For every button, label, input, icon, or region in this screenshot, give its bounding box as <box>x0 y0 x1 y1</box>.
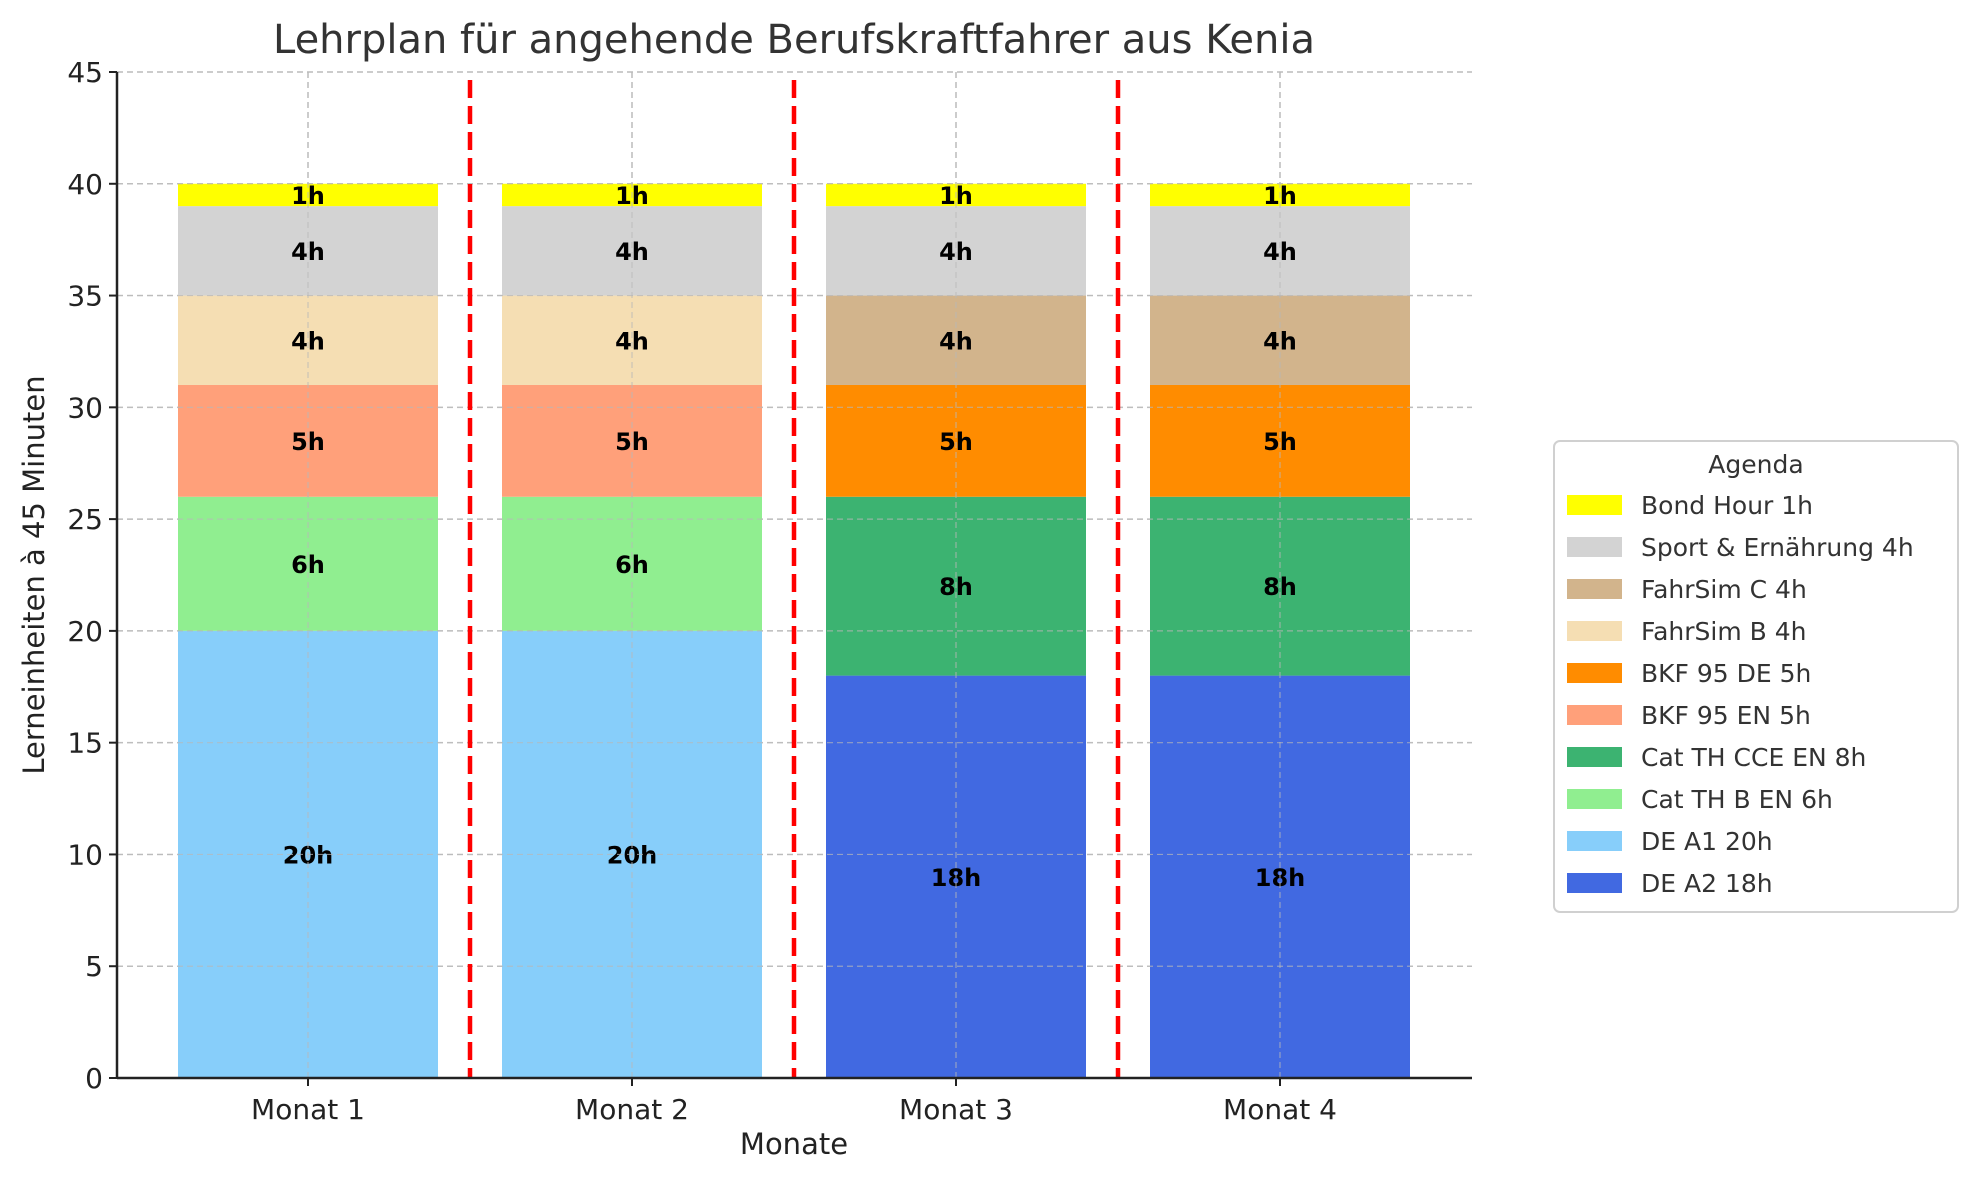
y-tick-label: 15 <box>67 727 103 760</box>
bar-segment-fahrsim-c-4h <box>1150 295 1410 385</box>
bar-segment-fahrsim-b-4h <box>178 295 438 385</box>
legend: Agenda Bond Hour 1h Sport & Ernährung 4h F… <box>1553 440 1959 913</box>
y-tick-label: 40 <box>67 168 103 201</box>
legend-swatch <box>1567 579 1622 599</box>
legend-swatch <box>1567 495 1622 515</box>
y-tick-label: 35 <box>67 280 103 313</box>
x-tick-label: Monat 3 <box>899 1093 1013 1126</box>
y-tick-label: 30 <box>67 391 103 424</box>
legend-swatch <box>1567 705 1622 725</box>
x-tick-label: Monat 1 <box>251 1093 365 1126</box>
x-tick-label: Monat 2 <box>575 1093 689 1126</box>
legend-swatch <box>1567 537 1622 557</box>
y-tick-label: 45 <box>67 56 103 89</box>
bar-segment-sport-ern-hrung-4h <box>502 206 762 296</box>
legend-entry-label: FahrSim B 4h <box>1641 617 1807 646</box>
legend-swatch <box>1567 621 1622 641</box>
legend-title: Agenda <box>1708 450 1803 479</box>
segment-labels: 20h6h5h4h4h1h20h6h5h4h4h1h18h8h5h4h4h1h1… <box>117 71 1472 1079</box>
legend-entry-label: DE A2 18h <box>1641 869 1773 898</box>
bar-segment-fahrsim-b-4h <box>502 295 762 385</box>
legend-swatch <box>1567 831 1622 851</box>
month-separators <box>467 80 1121 1078</box>
legend-entry-label: BKF 95 DE 5h <box>1641 659 1811 688</box>
legend-entry-label: BKF 95 EN 5h <box>1641 701 1811 730</box>
y-tick-label: 5 <box>85 950 103 983</box>
x-axis-ticks: Monat 1 Monat 2 Monat 3 Monat 4 <box>251 1078 1337 1126</box>
legend-frame <box>1553 440 1959 913</box>
y-tick-label: 25 <box>67 503 103 536</box>
segment-value-label: 4h <box>291 327 325 355</box>
bar-segment-sport-ern-hrung-4h <box>178 206 438 296</box>
bar-segment-sport-ern-hrung-4h <box>1150 206 1410 296</box>
legend-swatch <box>1567 873 1622 893</box>
bar-segment-sport-ern-hrung-4h <box>826 206 1086 296</box>
bar-segment-fahrsim-c-4h <box>826 295 1086 385</box>
y-tick-label: 0 <box>85 1062 103 1095</box>
legend-entry-label: DE A1 20h <box>1641 827 1773 856</box>
legend-entry-label: Cat TH CCE EN 8h <box>1641 743 1866 772</box>
legend-entry-label: Cat TH B EN 6h <box>1641 785 1833 814</box>
segment-value-label: 4h <box>939 327 973 355</box>
x-tick-label: Monat 4 <box>1223 1093 1337 1126</box>
axes <box>115 72 1472 1080</box>
legend-entry-label: Bond Hour 1h <box>1641 491 1813 520</box>
legend-entry-label: Sport & Ernährung 4h <box>1641 533 1914 562</box>
y-axis-ticks: 0 5 10 15 20 25 30 35 40 45 <box>67 56 117 1095</box>
y-tick-label: 20 <box>67 615 103 648</box>
legend-swatch <box>1567 747 1622 767</box>
x-axis-label: Monate <box>740 1127 848 1161</box>
legend-entries: Bond Hour 1h Sport & Ernährung 4h FahrSim … <box>1567 491 1914 898</box>
legend-entry-label: FahrSim C 4h <box>1641 575 1807 604</box>
legend-swatch <box>1567 789 1622 809</box>
chart-title: Lehrplan für angehende Berufskraftfahrer… <box>273 17 1315 63</box>
segment-value-label: 4h <box>615 327 649 355</box>
y-tick-label: 10 <box>67 838 103 871</box>
segment-value-label: 4h <box>1263 327 1297 355</box>
legend-swatch <box>1567 663 1622 683</box>
y-axis-label: Lerneinheiten à 45 Minuten <box>17 375 51 774</box>
